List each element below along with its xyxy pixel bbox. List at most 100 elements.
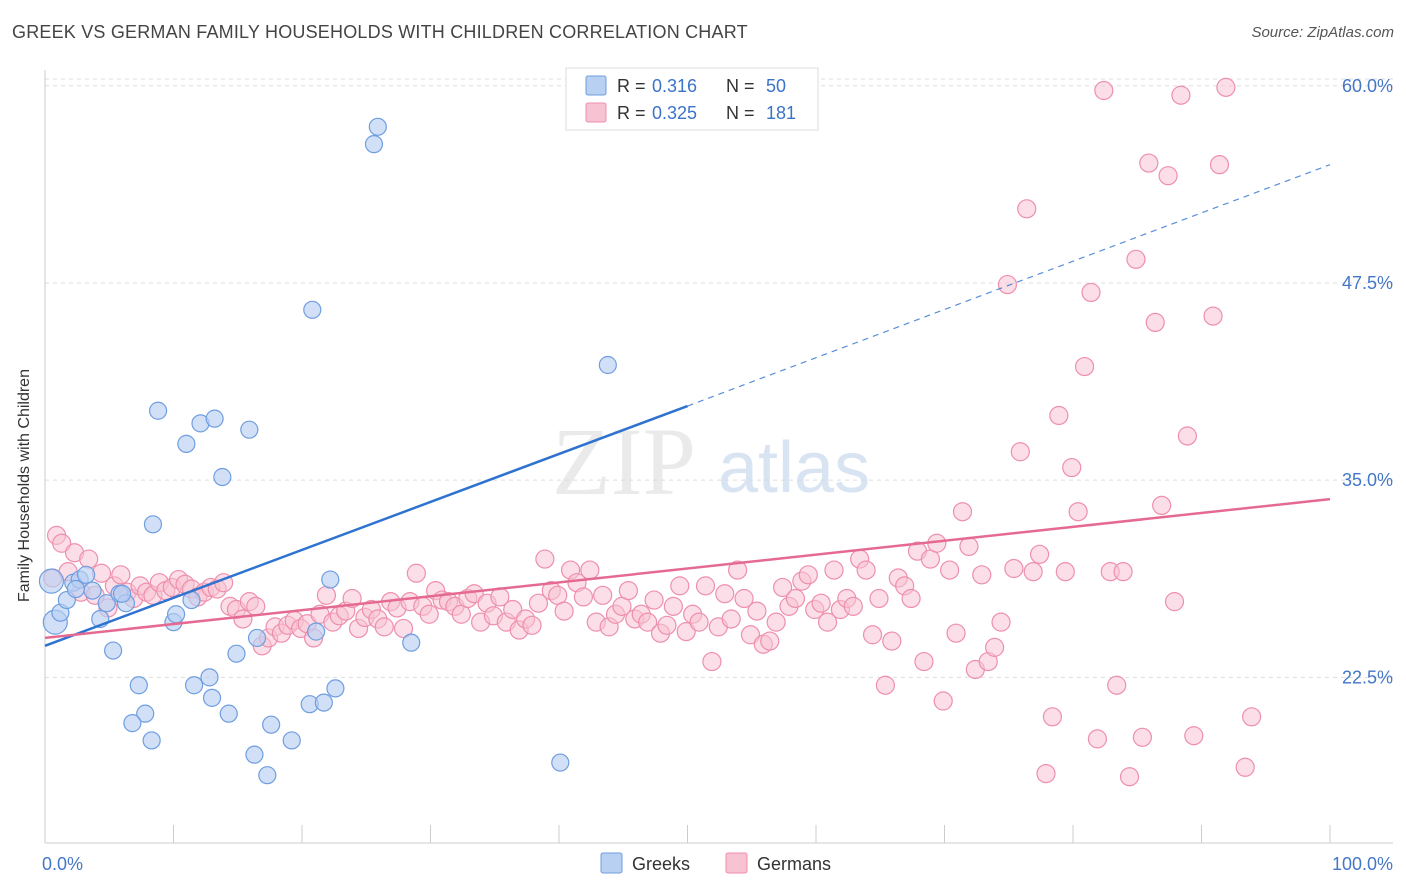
german-point [715, 584, 735, 604]
german-point [1074, 356, 1095, 377]
german-point [644, 590, 664, 610]
bottom-legend-greek-swatch [600, 852, 623, 874]
german-point [1004, 558, 1024, 579]
bottom-legend-greek-label: Greeks [632, 854, 690, 874]
german-point [1042, 707, 1063, 727]
german-point [1068, 502, 1088, 522]
german-point [946, 623, 966, 643]
greek-trend-line [44, 404, 688, 647]
greek-point [83, 581, 102, 600]
german-point [1235, 757, 1255, 777]
german-point [503, 599, 523, 620]
greek-point [77, 565, 96, 584]
german-point [580, 560, 600, 580]
greek-point [282, 731, 301, 750]
greek-point [129, 676, 148, 695]
german-point [573, 587, 594, 607]
y-tick-label: 60.0% [1342, 76, 1393, 96]
greek-point [247, 628, 267, 648]
german-point [393, 618, 414, 639]
legend-greek-n-value: 50 [766, 76, 786, 96]
german-point [1145, 312, 1165, 333]
german-point [914, 651, 934, 672]
german-point [1171, 85, 1191, 105]
watermark-atlas: atlas [718, 428, 870, 508]
german-point [695, 576, 716, 596]
greek-point [166, 605, 186, 624]
bottom-legend-german-label: Germans [757, 854, 831, 874]
y-tick-label: 22.5% [1342, 667, 1393, 687]
greek-point [200, 668, 219, 687]
german-point [1087, 729, 1108, 749]
x-tick-label-min: 0.0% [42, 854, 83, 874]
greek-point [112, 584, 132, 603]
german-point [1158, 166, 1178, 186]
greek-point [321, 570, 340, 589]
german-point [1216, 77, 1236, 97]
german-point [766, 612, 786, 632]
greek-point [314, 693, 333, 712]
german-point [1113, 562, 1133, 582]
german-point [817, 612, 838, 632]
german-trend-line [44, 497, 1331, 640]
greek-point [240, 420, 259, 439]
german-point [1081, 282, 1101, 303]
german-point [342, 588, 362, 609]
bottom-legend: Greeks Germans [600, 852, 831, 874]
chart-title: GREEK VS GERMAN FAMILY HOUSEHOLDS WITH C… [12, 22, 748, 42]
greek-point [104, 641, 123, 660]
greek-point [184, 676, 204, 695]
german-point [419, 604, 439, 624]
german-point [1164, 592, 1185, 612]
greek-point [245, 745, 264, 764]
german-point [862, 625, 883, 645]
greek-point [219, 704, 238, 723]
source-label: Source: ZipAtlas.com [1251, 24, 1394, 41]
german-point [1010, 442, 1030, 462]
y-tick-label: 35.0% [1342, 470, 1393, 490]
german-point [316, 585, 337, 605]
german-point [406, 563, 426, 583]
german-point [772, 577, 793, 598]
german-point [233, 609, 253, 629]
german-point [374, 617, 394, 637]
legend-greek-n-label: N = [726, 76, 755, 96]
german-point [1049, 405, 1069, 426]
greek-point [142, 731, 161, 750]
greek-point [303, 300, 322, 319]
watermark-zip: ZIP [552, 408, 696, 515]
axes [44, 70, 1393, 844]
german-point [1209, 155, 1230, 175]
german-point [111, 565, 131, 585]
greek-point [66, 579, 85, 599]
german-point [1094, 80, 1114, 101]
greek-point [97, 594, 116, 613]
greek-point [551, 753, 570, 772]
german-point [740, 625, 761, 645]
german-point [1119, 767, 1140, 787]
greek-point [123, 714, 142, 733]
german-point [52, 533, 72, 553]
german-point [676, 622, 696, 642]
greek-point [307, 622, 326, 641]
greek-point [213, 467, 232, 487]
german-point [734, 588, 754, 609]
legend-greek-swatch [585, 75, 607, 96]
german-point [79, 549, 99, 569]
legend-greek-r-label: R = [617, 76, 646, 96]
german-point [785, 588, 806, 609]
legend-german-n-label: N = [726, 103, 755, 123]
german-point [952, 502, 973, 522]
german-point [747, 601, 767, 621]
german-point [997, 274, 1018, 295]
y-tick-label: 47.5% [1342, 273, 1393, 293]
german-point [721, 609, 741, 629]
greek-point [148, 401, 168, 420]
german-point [1139, 153, 1159, 173]
greek-point [368, 117, 387, 136]
greek-point [262, 715, 281, 734]
legend-german-swatch [585, 102, 607, 123]
german-point [689, 612, 709, 632]
watermark: ZIP atlas [552, 408, 870, 515]
